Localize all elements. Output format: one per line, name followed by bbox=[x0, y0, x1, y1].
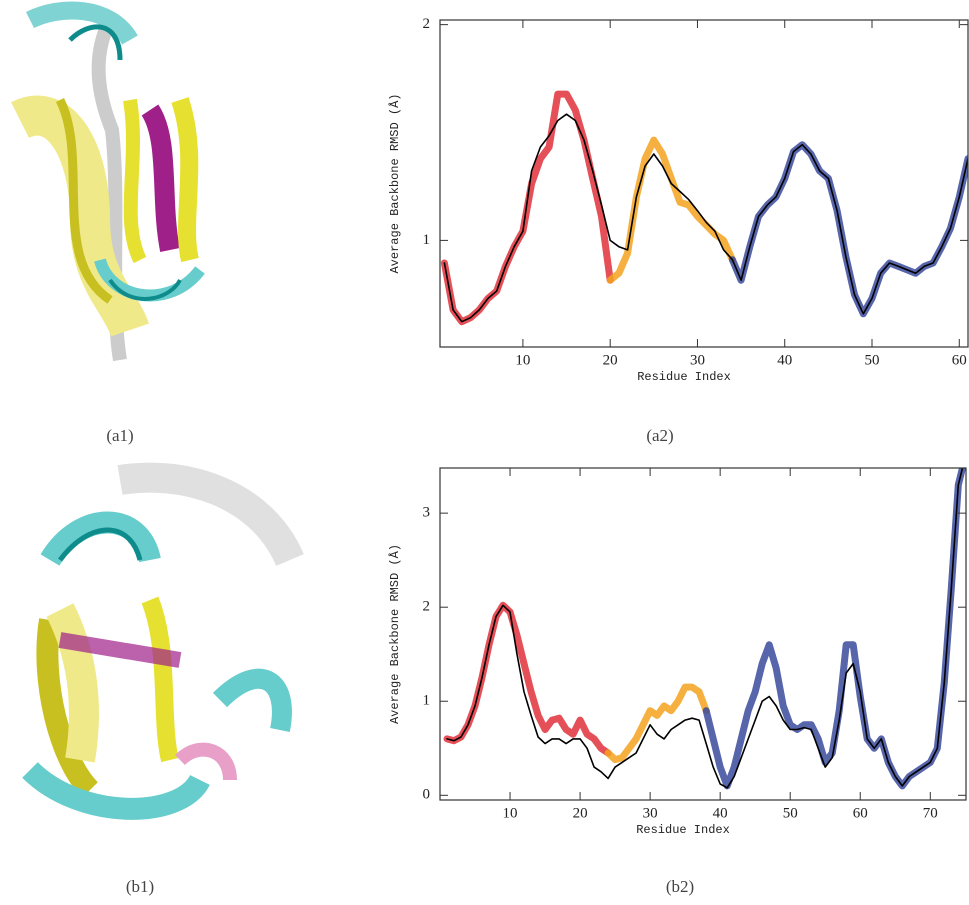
x-tick-label: 60 bbox=[853, 805, 868, 821]
data-line bbox=[443, 113, 968, 323]
y-tick-label: 1 bbox=[423, 693, 431, 709]
x-tick-label: 10 bbox=[515, 352, 530, 368]
x-tick-label: 30 bbox=[690, 352, 705, 368]
plot-area bbox=[443, 468, 966, 790]
y-tick-label: 0 bbox=[423, 787, 431, 803]
x-axis-label: Residue Index bbox=[637, 370, 731, 384]
x-tick-label: 20 bbox=[573, 805, 588, 821]
caption: (a1) bbox=[106, 426, 133, 445]
axes-frame bbox=[439, 19, 969, 348]
x-tick-label: 10 bbox=[503, 805, 518, 821]
x-tick-label: 50 bbox=[783, 805, 798, 821]
x-tick-label: 70 bbox=[923, 805, 938, 821]
y-tick-label: 1 bbox=[423, 232, 431, 248]
x-tick-label: 50 bbox=[865, 352, 880, 368]
data-line bbox=[606, 136, 736, 284]
x-tick-label: 40 bbox=[713, 805, 728, 821]
x-tick-label: 30 bbox=[643, 805, 658, 821]
y-axis-label: Average Backbone RMSD (Å) bbox=[387, 93, 402, 273]
chart: 10 20 30 40 50 60 70 0 1 2 3 Residue Index Average B… bbox=[387, 467, 967, 837]
x-tick-label: 20 bbox=[603, 352, 618, 368]
caption: (a2) bbox=[646, 426, 673, 445]
x-axis-label: Residue Index bbox=[636, 823, 730, 837]
protein-image-a1 bbox=[11, 1, 205, 362]
plot-area bbox=[440, 90, 968, 326]
data-line bbox=[446, 468, 964, 789]
data-line bbox=[728, 141, 968, 318]
caption: (b1) bbox=[126, 877, 154, 896]
x-tick-label: 40 bbox=[777, 352, 792, 368]
chart: 10 20 30 40 50 60 1 2 Residue Index Average Backb… bbox=[387, 16, 969, 384]
x-tick-label: 60 bbox=[952, 352, 967, 368]
data-line bbox=[443, 601, 612, 757]
caption: (b2) bbox=[666, 877, 694, 896]
y-tick-label: 2 bbox=[423, 599, 431, 615]
y-axis-label: Average Backbone RMSD (Å) bbox=[387, 544, 402, 724]
y-tick-label: 2 bbox=[423, 16, 431, 32]
y-tick-label: 3 bbox=[423, 505, 431, 521]
protein-image-b1 bbox=[22, 462, 304, 820]
data-line bbox=[440, 90, 614, 326]
data-line bbox=[604, 683, 710, 764]
axes-frame bbox=[439, 467, 967, 801]
